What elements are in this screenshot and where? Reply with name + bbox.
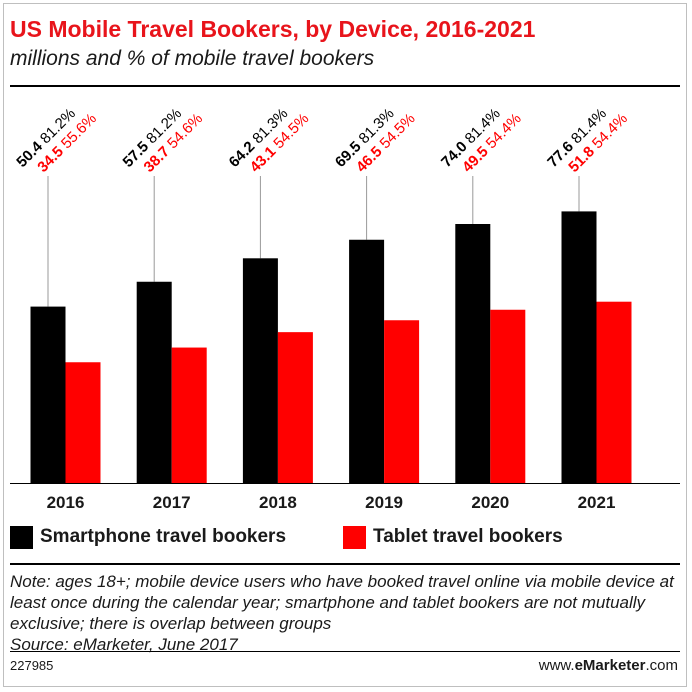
legend-swatch-tablet bbox=[343, 525, 366, 549]
x-tick-label: 2016 bbox=[47, 493, 85, 512]
legend-label-smartphone: Smartphone travel bookers bbox=[40, 526, 287, 547]
legend-label-tablet: Tablet travel bookers bbox=[373, 526, 563, 547]
bar-smartphone bbox=[561, 211, 597, 483]
brand-prefix: www. bbox=[538, 657, 575, 674]
bar-tablet bbox=[596, 301, 632, 483]
note-text: Note: ages 18+; mobile device users who … bbox=[10, 572, 674, 633]
bar-tablet bbox=[277, 332, 313, 483]
source-text: Source: eMarketer, June 2017 bbox=[10, 635, 238, 654]
bar-smartphone bbox=[349, 239, 385, 483]
footer-divider bbox=[10, 651, 680, 652]
legend-item-tablet: Tablet travel bookers bbox=[343, 524, 563, 550]
legend-item-smartphone: Smartphone travel bookers bbox=[10, 524, 286, 550]
bar-tablet bbox=[490, 309, 526, 483]
bar-smartphone bbox=[136, 281, 172, 483]
x-tick-label: 2019 bbox=[365, 493, 403, 512]
x-tick-label: 2017 bbox=[153, 493, 191, 512]
x-tick-label: 2020 bbox=[471, 493, 509, 512]
top-divider bbox=[10, 85, 680, 87]
bar-smartphone bbox=[30, 306, 66, 483]
bar-tablet bbox=[171, 347, 207, 483]
bar-smartphone bbox=[455, 224, 491, 483]
bar-smartphone bbox=[242, 258, 278, 483]
note-divider bbox=[10, 563, 680, 565]
bar-tablet bbox=[65, 362, 101, 483]
chart-subtitle: millions and % of mobile travel bookers bbox=[10, 47, 375, 70]
bar-tablet bbox=[384, 320, 420, 483]
x-tick-label: 2018 bbox=[259, 493, 297, 512]
emarketer-logo[interactable]: www.eMarketer.com bbox=[539, 657, 678, 674]
chart-title: US Mobile Travel Bookers, by Device, 201… bbox=[10, 16, 536, 42]
brand-suffix: .com bbox=[645, 657, 678, 674]
legend-swatch-smartphone bbox=[10, 525, 33, 549]
x-tick-label: 2021 bbox=[578, 493, 616, 512]
brand-name: eMarketer bbox=[574, 657, 646, 674]
chart-note: Note: ages 18+; mobile device users who … bbox=[10, 571, 680, 655]
chart-id: 227985 bbox=[10, 658, 54, 673]
